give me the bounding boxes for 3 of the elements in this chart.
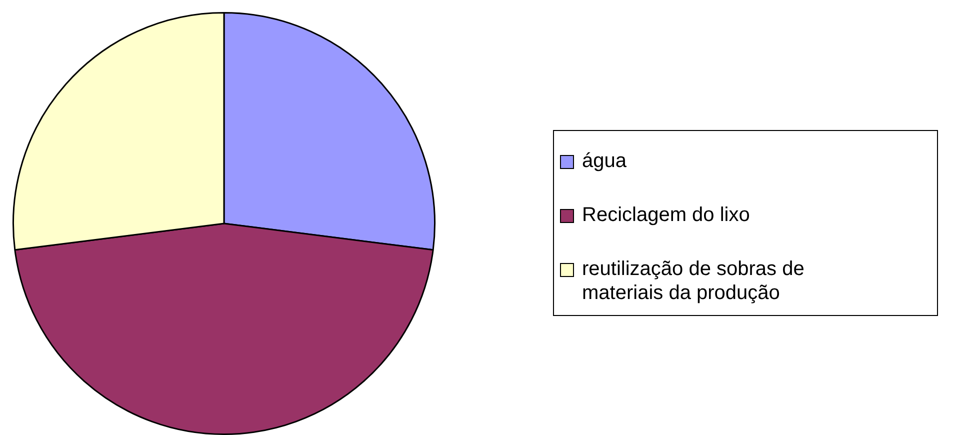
legend-label: Reciclagem do lixo <box>582 203 750 227</box>
legend-label: água <box>582 149 626 173</box>
legend-label: reutilização de sobras de materiais da produção <box>582 257 806 305</box>
